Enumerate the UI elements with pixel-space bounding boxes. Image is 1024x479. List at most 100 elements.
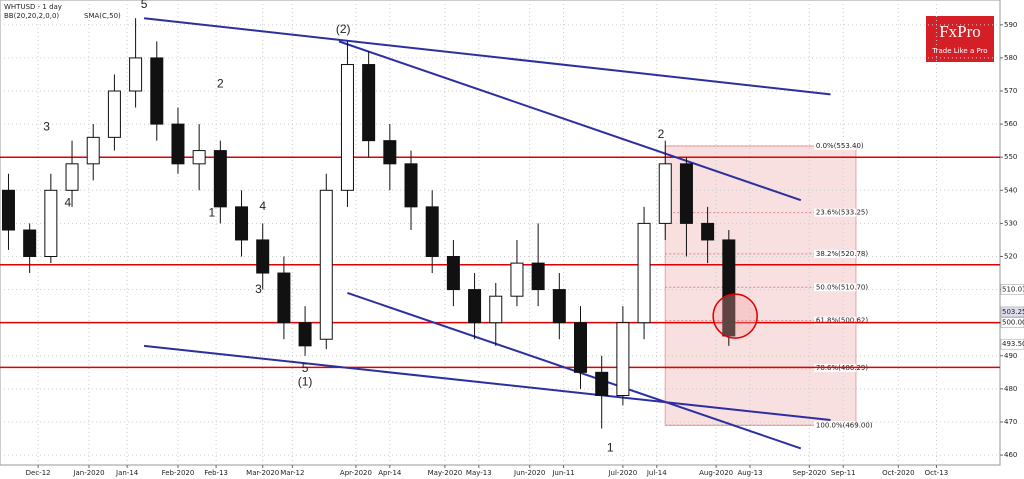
candle-body — [616, 322, 630, 396]
candle-body — [86, 136, 100, 165]
candle-body — [171, 123, 185, 165]
candle-body — [44, 189, 58, 257]
x-tick-label: Aug-2020 — [699, 469, 733, 477]
wave-label: 4 — [259, 199, 266, 213]
candle-body — [192, 150, 206, 165]
logo-box — [926, 16, 994, 62]
fib-label-bg — [813, 141, 856, 150]
x-tick-label: Mar-12 — [280, 469, 304, 477]
candle-body — [383, 140, 397, 165]
candle-body — [213, 150, 227, 208]
candle-body — [446, 255, 460, 291]
x-tick-label: Apr-14 — [378, 469, 402, 477]
candle-body — [65, 163, 79, 191]
chart-title: WHTUSD - 1 day — [4, 3, 62, 11]
candle-body — [235, 206, 249, 241]
candle-body — [319, 189, 333, 340]
candle-body — [489, 295, 503, 324]
plot-frame — [0, 0, 1001, 466]
price-tag-bg — [1000, 284, 1024, 295]
fib-label-bg — [813, 283, 856, 292]
candle-body — [129, 57, 143, 92]
trendline — [143, 344, 831, 421]
logo-tagline: Trade Like a Pro — [931, 47, 987, 55]
x-tick-label: May-13 — [466, 469, 492, 477]
x-tick-label: Apr-2020 — [340, 469, 372, 477]
x-tick-label: Oct-13 — [925, 469, 949, 477]
candle-body — [510, 262, 524, 297]
candle-body — [23, 229, 37, 257]
y-tick-label: 460 — [1004, 451, 1017, 459]
y-tick-label: 530 — [1004, 219, 1017, 227]
x-tick-label: Aug-13 — [737, 469, 762, 477]
trendline — [338, 40, 802, 202]
candle-body — [362, 64, 376, 142]
fib-label: 61.8%(500.62) — [816, 317, 868, 325]
y-tick-label: 560 — [1004, 120, 1017, 128]
fib-label-bg — [813, 249, 856, 258]
y-tick-label: 490 — [1004, 352, 1017, 360]
candle-body — [150, 57, 164, 125]
y-tick-label: 540 — [1004, 186, 1017, 194]
wave-label: 5 — [302, 361, 309, 375]
price-tag: 493.50 — [1002, 340, 1024, 348]
price-tag: 510.07 — [1002, 285, 1024, 293]
candle-body — [256, 239, 270, 274]
x-tick-label: Jul-2020 — [607, 469, 637, 477]
wave-label: (1) — [298, 374, 313, 388]
candle-body — [722, 239, 736, 337]
wave-label: 5 — [141, 0, 148, 11]
price-tag-bg — [1000, 317, 1024, 328]
x-tick-label: Jan-14 — [115, 469, 139, 477]
x-tick-label: Sep-2020 — [793, 469, 827, 477]
x-tick-label: Mar-2020 — [246, 469, 279, 477]
highlight-circle — [712, 293, 758, 339]
y-tick-label: 480 — [1004, 385, 1017, 393]
y-tick-label: 520 — [1004, 252, 1017, 260]
candle-body — [531, 262, 545, 291]
candle-body — [679, 163, 693, 224]
wave-label: 3 — [255, 282, 262, 296]
candle-body — [552, 289, 566, 324]
fib-label: 23.6%(533.25) — [816, 209, 868, 217]
candle-body — [107, 90, 121, 138]
x-tick-label: Feb-2020 — [162, 469, 195, 477]
wave-label: 1 — [209, 206, 216, 220]
x-tick-label: Jul-14 — [646, 469, 667, 477]
x-tick-label: Dec-12 — [26, 469, 51, 477]
price-tag-bg — [1000, 306, 1024, 318]
wave-label: 1 — [607, 441, 614, 455]
indicator: SMA(C,50) — [84, 12, 121, 20]
candle-body — [1, 189, 15, 231]
trendline — [143, 17, 831, 96]
x-tick-label: May-2020 — [428, 469, 463, 477]
candle-body — [298, 322, 312, 347]
candle-body — [340, 64, 354, 191]
wave-label: 2 — [658, 127, 665, 141]
wave-label: 3 — [43, 120, 50, 134]
indicator: BB(20,20,2,0,0) — [4, 12, 59, 20]
y-tick-label: 580 — [1004, 54, 1017, 62]
y-tick-label: 470 — [1004, 418, 1017, 426]
wave-label: (2) — [336, 22, 351, 36]
logo: FxPro Trade Like a Pro — [926, 16, 994, 62]
candle-body — [595, 371, 609, 396]
candle-body — [404, 163, 418, 208]
fib-label-bg — [813, 421, 856, 430]
candle-body — [574, 322, 588, 373]
candle-body — [658, 163, 672, 224]
price-tag-bg — [1000, 338, 1024, 350]
price-tag: 503.25 — [1002, 308, 1024, 316]
fib-label: 0.0%(553.40) — [816, 142, 864, 150]
y-tick-label: 590 — [1004, 21, 1017, 29]
fib-label: 100.0%(469.00) — [816, 421, 873, 429]
y-tick-label: 550 — [1004, 153, 1017, 161]
x-tick-label: Oct-2020 — [882, 469, 914, 477]
candle-body — [277, 272, 291, 324]
x-tick-label: Jun-2020 — [513, 469, 545, 477]
candle-body — [637, 222, 651, 324]
x-tick-label: Jan-2020 — [72, 469, 104, 477]
fib-label-bg — [813, 208, 856, 217]
x-tick-label: Jun-11 — [551, 469, 574, 477]
